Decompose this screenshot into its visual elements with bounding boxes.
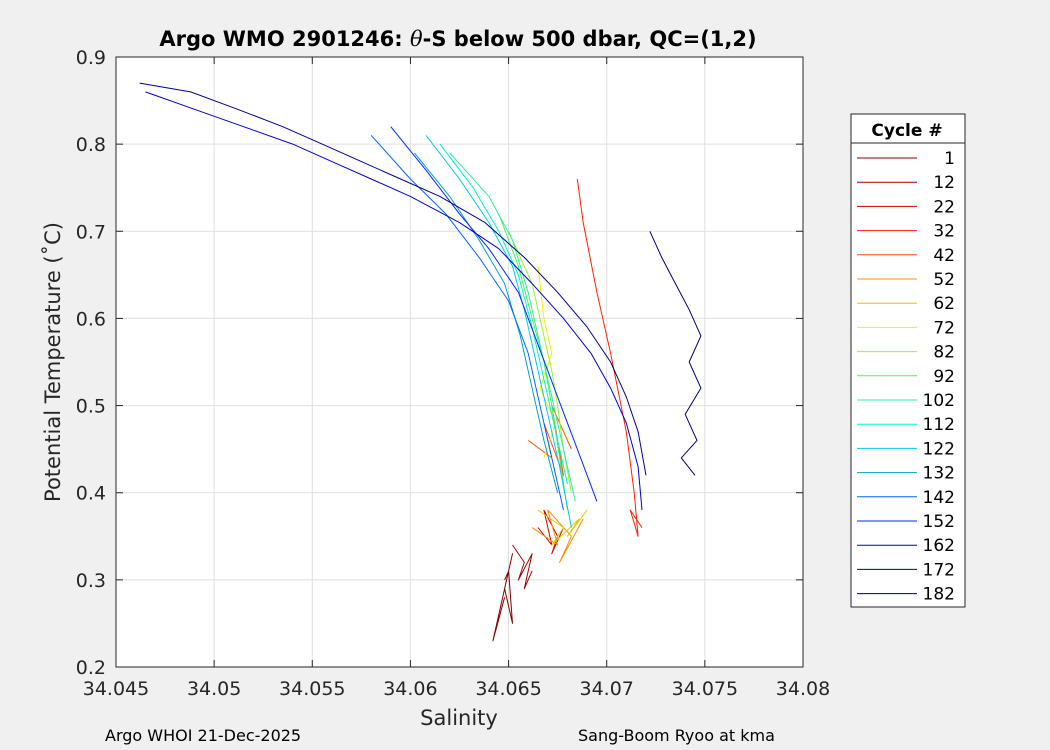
legend-label-cycle-32: 32 [933, 222, 955, 242]
x-tick-label: 34.07 [580, 678, 634, 700]
y-tick-label: 0.9 [76, 47, 106, 69]
legend-label-cycle-82: 82 [933, 343, 955, 363]
legend-title: Cycle # [871, 121, 942, 141]
series-line-cycle-122 [425, 135, 572, 528]
plot-frame [115, 56, 804, 668]
series-line-cycle-182 [649, 231, 702, 476]
series-line-cycle-142 [370, 135, 564, 511]
legend-box [850, 113, 966, 608]
plot-area [116, 57, 803, 667]
series-line-cycle-162 [145, 91, 643, 511]
series-line-cycle-152 [390, 126, 598, 502]
series-line-cycle-132 [414, 152, 559, 493]
series-line-cycle-22 [537, 509, 564, 555]
x-axis-label: Salinity [420, 706, 498, 730]
legend-label-cycle-172: 172 [923, 560, 955, 580]
legend-label-cycle-112: 112 [923, 415, 955, 435]
footer-right: Sang-Boom Ryoo at kma [578, 726, 775, 745]
series-line-cycle-172 [139, 82, 647, 476]
legend-label-cycle-122: 122 [923, 439, 955, 459]
series-line-cycle-12 [512, 544, 533, 590]
x-tick-label: 34.065 [475, 678, 541, 700]
series-line-cycle-102 [449, 152, 576, 502]
y-axis-label: Potential Temperature (˚C) [41, 222, 65, 502]
series-line-cycle-32 [576, 178, 643, 537]
legend-label-cycle-132: 132 [923, 464, 955, 484]
series-line-cycle-1 [492, 553, 513, 642]
series-line-cycle-62 [537, 509, 588, 546]
y-tick-label: 0.2 [76, 657, 106, 679]
x-tick-label: 34.045 [83, 678, 149, 700]
legend-label-cycle-62: 62 [933, 294, 955, 314]
y-tick-label: 0.6 [76, 308, 106, 330]
legend-label-cycle-92: 92 [933, 367, 955, 387]
x-axis: 34.045 34.05 34.055 34.06 34.065 34.07 34.075 3… [83, 57, 830, 700]
y-axis: 0.2 0.3 0.4 0.5 0.6 0.7 0.8 0.9 [76, 47, 803, 679]
legend-label-cycle-42: 42 [933, 246, 955, 266]
legend-label-cycle-52: 52 [933, 270, 955, 290]
y-tick-label: 0.3 [76, 570, 106, 592]
legend-label-cycle-152: 152 [923, 512, 955, 532]
legend-label-cycle-162: 162 [923, 536, 955, 556]
x-tick-label: 34.06 [383, 678, 437, 700]
y-tick-label: 0.7 [76, 221, 106, 243]
legend-label-cycle-182: 182 [923, 585, 955, 605]
legend-label-cycle-102: 102 [923, 391, 955, 411]
legend: Cycle # 11222324252627282921021121221321… [850, 113, 966, 608]
legend-label-cycle-12: 12 [933, 173, 955, 193]
legend-label-cycle-1: 1 [944, 149, 955, 169]
x-tick-label: 34.055 [279, 678, 345, 700]
chart-title: Argo WMO 2901246: θ-S below 500 dbar, QC… [159, 27, 756, 51]
series-group [139, 82, 702, 642]
legend-label-cycle-72: 72 [933, 318, 955, 338]
legend-label-cycle-142: 142 [923, 488, 955, 508]
legend-entries: 1122232425262728292102112122132142152162… [857, 149, 955, 605]
y-tick-label: 0.8 [76, 134, 106, 156]
chart-title-part-1: Argo WMO 2901246: [159, 27, 410, 51]
x-tick-label: 34.075 [672, 678, 738, 700]
x-tick-label: 34.08 [776, 678, 830, 700]
legend-label-cycle-22: 22 [933, 197, 955, 217]
y-tick-label: 0.4 [76, 483, 106, 505]
x-tick-label: 34.05 [187, 678, 241, 700]
series-line-cycle-112 [439, 143, 568, 485]
y-tick-label: 0.5 [76, 396, 106, 418]
footer-left: Argo WHOI 21-Dec-2025 [105, 726, 302, 745]
chart-title-theta: θ [410, 27, 423, 51]
chart-title-part-2: -S below 500 dbar, QC=(1,2) [423, 27, 757, 51]
